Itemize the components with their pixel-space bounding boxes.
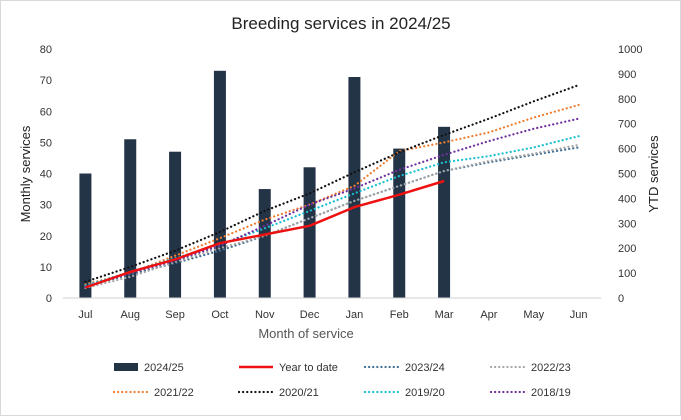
y-left-tick-30: 30 <box>40 200 52 212</box>
y-right-tick-300: 300 <box>618 218 636 230</box>
bar-oct <box>213 70 226 298</box>
x-tick-label-nov: Nov <box>255 309 275 321</box>
bar-sep <box>169 151 182 298</box>
x-tick-label-jan: Jan <box>346 309 364 321</box>
chart-title: Breeding services in 2024/25 <box>231 14 450 33</box>
y-right-tick-200: 200 <box>618 243 636 255</box>
y-right-tick-700: 700 <box>618 119 636 131</box>
y-right-tick-900: 900 <box>618 69 636 81</box>
legend-label-2023-24: 2023/24 <box>405 362 445 374</box>
y-left-tick-50: 50 <box>40 137 52 149</box>
axes-group: Jul Aug Sep Oct Nov Dec Jan Feb Mar Apr May Jun 0 10 2… <box>40 44 643 321</box>
y-left-tick-60: 60 <box>40 106 52 118</box>
y-left-tick-10: 10 <box>40 262 52 274</box>
y-left-tick-80: 80 <box>40 44 52 56</box>
legend-label-2018-19: 2018/19 <box>531 387 571 399</box>
x-tick-label-oct: Oct <box>211 309 228 321</box>
x-tick-label-sep: Sep <box>165 309 185 321</box>
legend: 2024/25 Year to date 2023/24 2022/23 2021/22… <box>112 362 571 399</box>
y-left-tick-0: 0 <box>46 293 52 305</box>
x-tick-label-dec: Dec <box>300 309 320 321</box>
bar-jul <box>79 173 92 298</box>
legend-label-2021-22: 2021/22 <box>154 387 194 399</box>
series-line-2022-23 <box>84 143 580 290</box>
x-tick-label-apr: Apr <box>480 309 497 321</box>
legend-label-2024-25: 2024/25 <box>144 362 184 374</box>
y-right-tick-600: 600 <box>618 144 636 156</box>
bar-group <box>79 70 451 298</box>
x-axis-label: Month of service <box>258 326 353 341</box>
bar-nov <box>258 189 271 298</box>
legend-label-year-to-date: Year to date <box>279 362 338 374</box>
y-right-tick-500: 500 <box>618 169 636 181</box>
x-tick-label-feb: Feb <box>390 309 409 321</box>
bar-mar <box>438 126 451 298</box>
bar-dec <box>303 167 316 298</box>
series-line-2020-21 <box>84 83 580 283</box>
y-axis-right-label: YTD services <box>646 135 661 213</box>
legend-label-2022-23: 2022/23 <box>531 362 571 374</box>
x-tick-label-mar: Mar <box>435 309 454 321</box>
y-left-tick-40: 40 <box>40 169 52 181</box>
y-axis-left-label: Monthly services <box>18 125 33 222</box>
y-left-tick-20: 20 <box>40 231 52 243</box>
bar-aug <box>124 139 137 298</box>
series-line-2021-22 <box>84 103 580 286</box>
y-right-tick-0: 0 <box>618 293 624 305</box>
y-right-tick-1000: 1000 <box>618 44 642 56</box>
legend-label-2019-20: 2019/20 <box>405 387 445 399</box>
legend-label-2020-21: 2020/21 <box>279 387 319 399</box>
y-right-tick-400: 400 <box>618 193 636 205</box>
y-right-tick-100: 100 <box>618 268 636 280</box>
legend-swatch-2024-25 <box>114 363 138 371</box>
series-line-year-to-date <box>84 179 445 289</box>
x-tick-label-aug: Aug <box>120 309 140 321</box>
x-tick-label-jun: Jun <box>570 309 588 321</box>
x-tick-label-may: May <box>523 309 544 321</box>
x-tick-label-jul: Jul <box>78 309 92 321</box>
y-left-tick-70: 70 <box>40 75 52 87</box>
line-group <box>84 83 580 290</box>
y-right-tick-800: 800 <box>618 94 636 106</box>
